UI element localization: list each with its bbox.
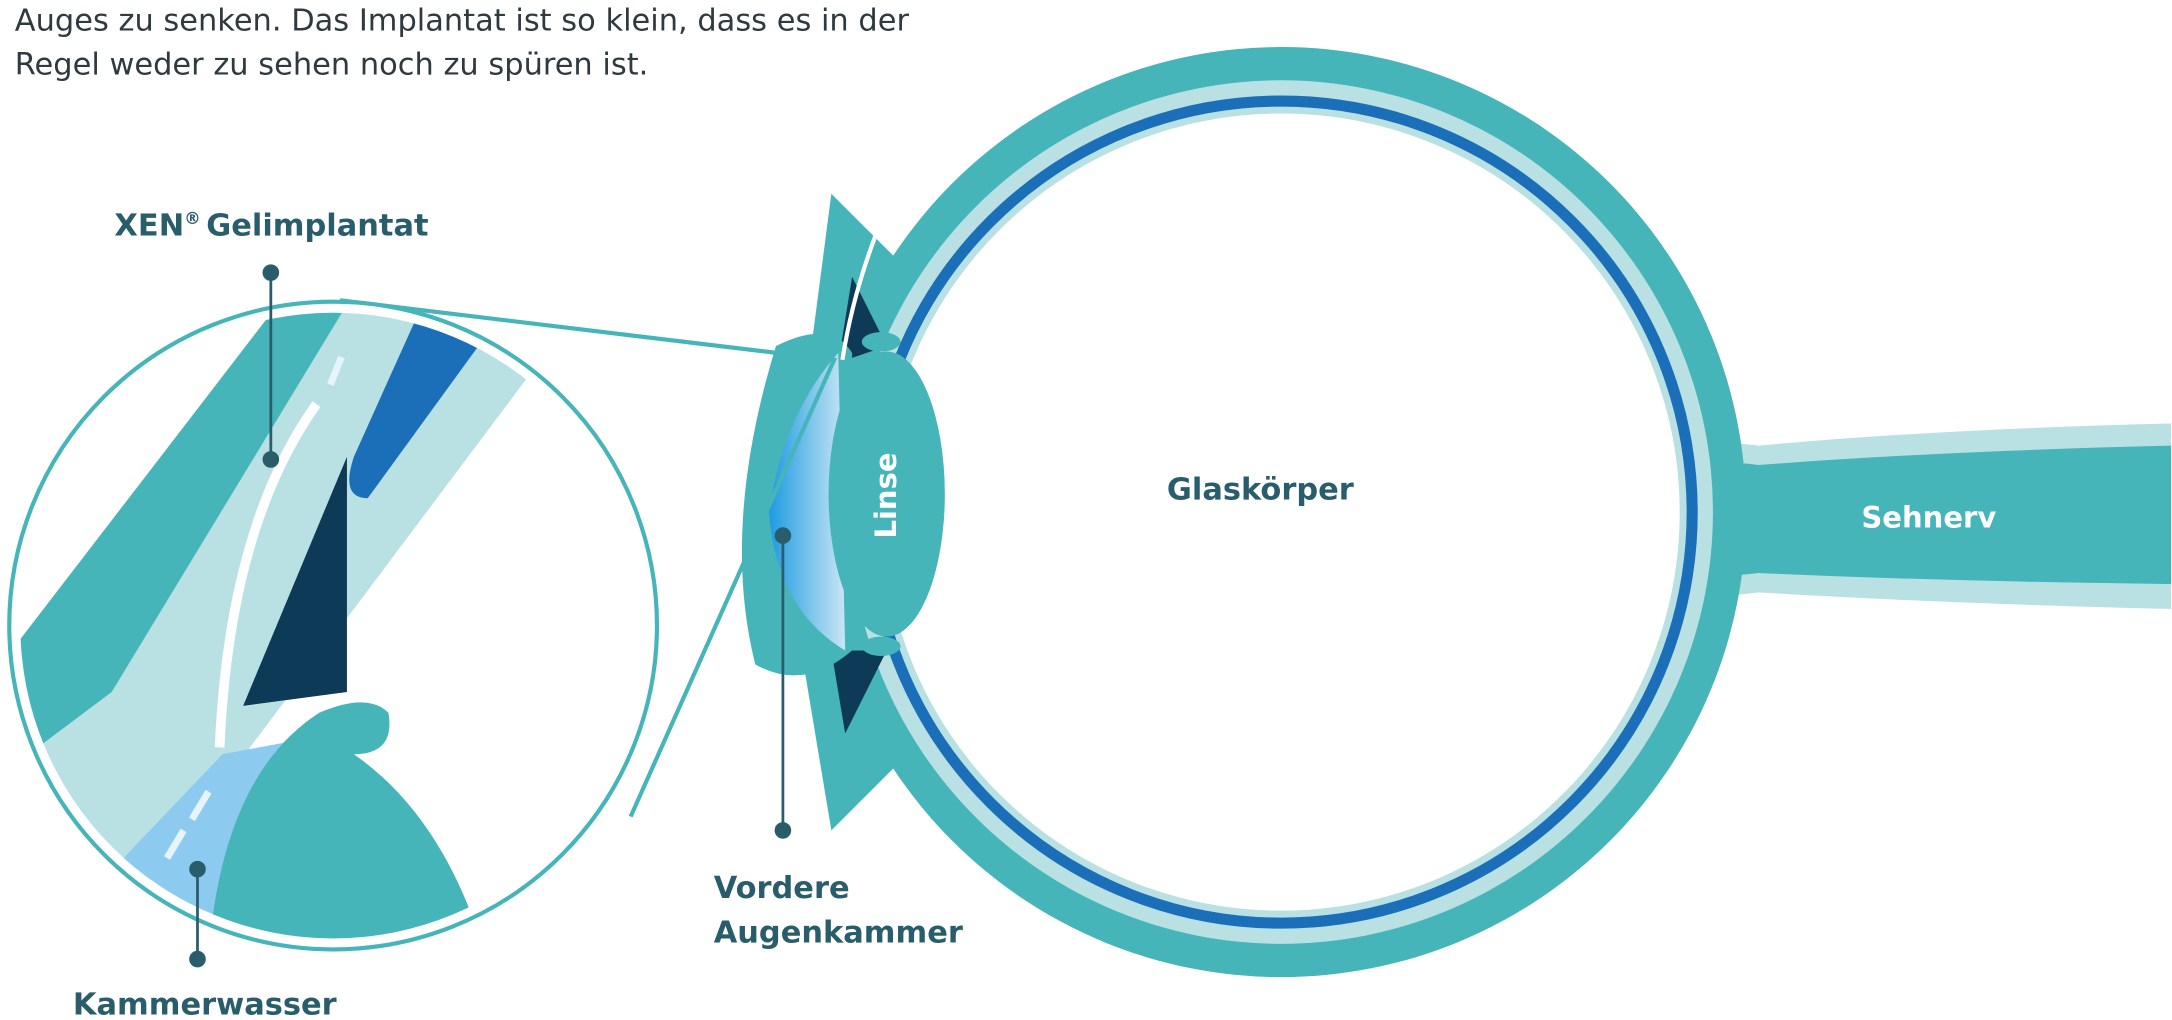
intro-text: Auges zu senken. Das Implantat ist so kl… (15, 3, 910, 82)
xen-label: XEN® Gelimplantat (114, 208, 428, 243)
xen-mark: ® (184, 209, 201, 228)
vordere-label: Vordere (714, 871, 850, 906)
intro-line: Regel weder zu sehen noch zu spüren ist. (15, 48, 649, 83)
intro-line: Auges zu senken. Das Implantat ist so kl… (15, 3, 910, 38)
kammerwasser-label: Kammerwasser (73, 987, 337, 1020)
linse-label: Linse (869, 452, 903, 538)
sehnerv-label: Sehnerv (1861, 500, 1996, 534)
magnified-view (1, 302, 665, 969)
xen-brand: XEN (114, 208, 184, 243)
page: {"intro":{"lines":["Auges zu senken. Das… (0, 0, 2172, 1020)
augenkammer-label: Augenkammer (714, 915, 963, 950)
diagram: Auges zu senken. Das Implantat ist so kl… (0, 0, 2172, 1020)
xen-name: Gelimplantat (206, 208, 428, 243)
glaskoerper-label: Glaskörper (1167, 473, 1354, 508)
